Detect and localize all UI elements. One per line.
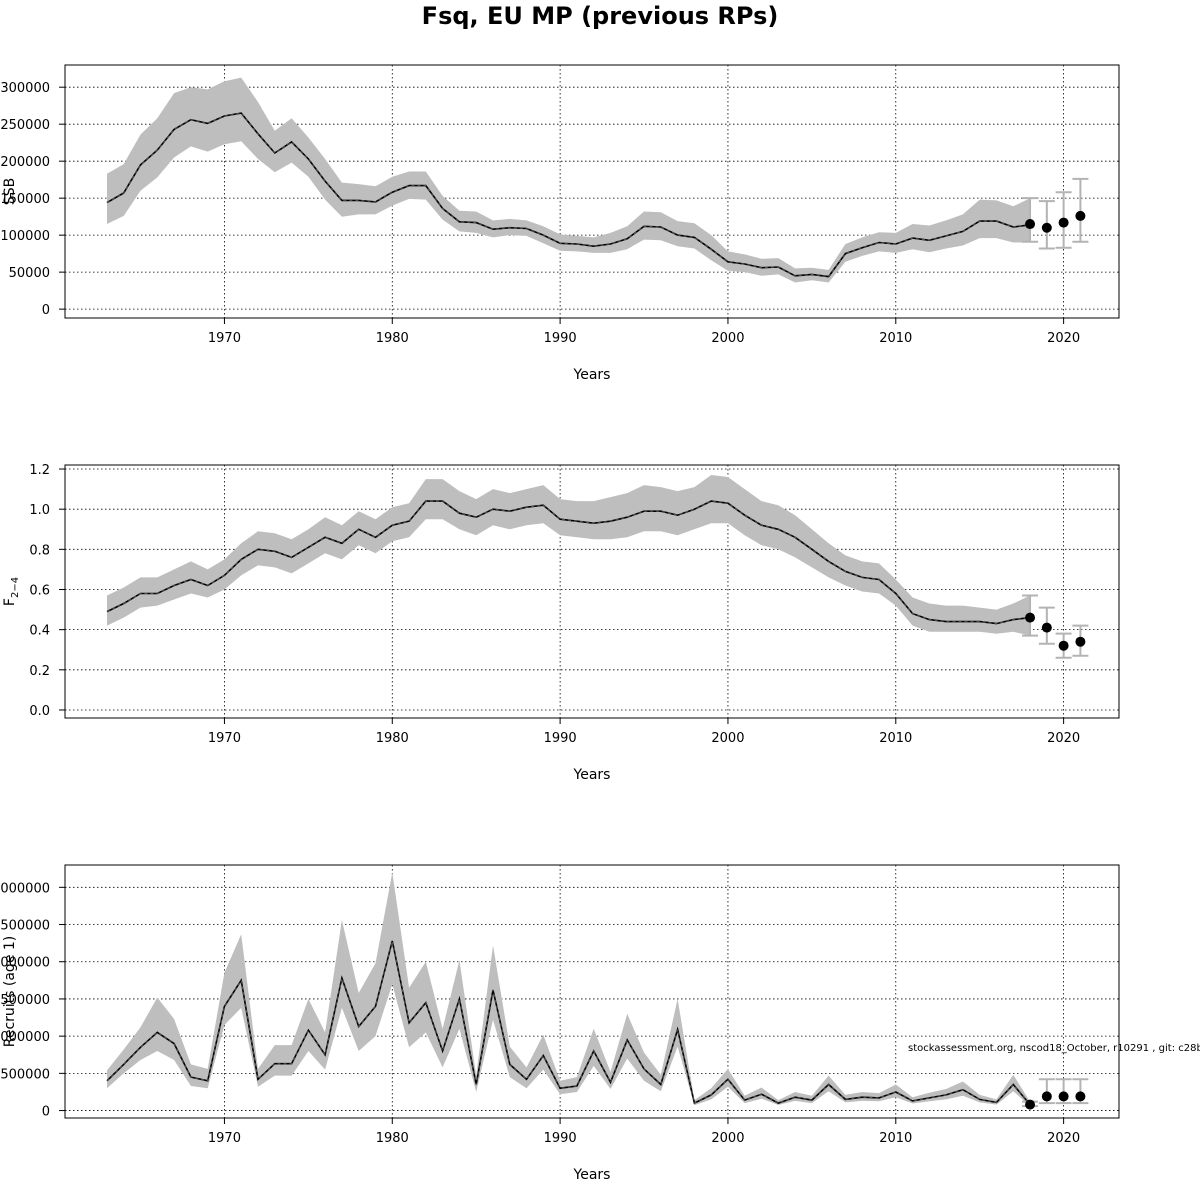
x-tick-label: 2020	[1047, 331, 1080, 346]
figure-title: Fsq, EU MP (previous RPs)	[422, 2, 779, 30]
forecast-point	[1041, 622, 1052, 633]
y-tick-label: 0.4	[29, 624, 50, 639]
x-axis-label: Years	[573, 767, 611, 783]
y-tick-label: 0.0	[29, 704, 50, 719]
confidence-band	[107, 872, 1030, 1107]
confidence-band	[107, 475, 1030, 636]
estimate-line-dashes	[106, 940, 1031, 1105]
x-tick-label: 2000	[711, 331, 744, 346]
y-tick-label: 100000	[0, 229, 50, 244]
y-tick-label: 300000	[0, 81, 50, 96]
y-tick-label: 0	[42, 1105, 50, 1120]
y-tick-label: 0	[42, 303, 50, 318]
y-tick-label: 3000000	[0, 881, 50, 896]
forecast-point	[1075, 1091, 1086, 1102]
y-axis-label: F2−4	[2, 577, 21, 606]
forecast-point	[1058, 640, 1069, 651]
y-tick-label: 1.0	[29, 503, 50, 518]
y-tick-label: 500000	[0, 1067, 50, 1082]
x-tick-label: 2020	[1047, 1131, 1080, 1146]
y-axis-label-text: F	[2, 598, 18, 606]
x-tick-label: 1980	[376, 1131, 409, 1146]
x-tick-label: 1990	[544, 1131, 577, 1146]
x-tick-label: 1990	[544, 731, 577, 746]
y-tick-label: 0.8	[29, 543, 50, 558]
x-tick-label: 2010	[879, 731, 912, 746]
recruits-panel: 1970 1980 1990 2000 2010 2020 Years 0 500000 1000…	[0, 864, 1120, 1183]
x-tick-label: 2020	[1047, 731, 1080, 746]
footnote: stockassessment.org, nscod18_October, r1…	[908, 1043, 1200, 1054]
plot-frame	[64, 64, 1120, 319]
forecast-point	[1058, 1091, 1069, 1102]
y-tick-label: 0.2	[29, 664, 50, 679]
x-axis-label: Years	[573, 367, 611, 383]
y-tick-label: 1000000	[0, 1030, 50, 1045]
y-tick-label: 0.6	[29, 583, 50, 598]
y-tick-label: 2000000	[0, 956, 50, 971]
x-tick-label: 1990	[544, 331, 577, 346]
x-tick-label: 2000	[711, 731, 744, 746]
y-tick-label: 200000	[0, 155, 50, 170]
forecast-point	[1041, 222, 1052, 233]
forecast-point	[1075, 210, 1086, 221]
y-tick-label: 150000	[0, 192, 50, 207]
y-axis-label: SSB	[2, 178, 18, 205]
forecast-point	[1025, 219, 1036, 230]
x-tick-label: 1980	[376, 731, 409, 746]
forecast-point	[1041, 1091, 1052, 1102]
forecast-point	[1025, 612, 1036, 623]
x-tick-label: 1970	[208, 731, 241, 746]
plot-frame	[64, 864, 1120, 1119]
y-tick-label: 2500000	[0, 919, 50, 934]
forecast-point	[1075, 636, 1086, 647]
estimate-line-dashes	[106, 500, 1031, 625]
y-tick-label: 1.2	[29, 463, 50, 478]
y-tick-label: 250000	[0, 118, 50, 133]
confidence-band	[107, 77, 1030, 283]
ssb-panel: 1970 1980 1990 2000 2010 2020 Years 0 50000 10000…	[0, 64, 1120, 383]
x-tick-label: 2010	[879, 331, 912, 346]
x-tick-label: 1970	[208, 331, 241, 346]
x-tick-label: 2000	[711, 1131, 744, 1146]
x-axis-label: Years	[573, 1167, 611, 1183]
x-tick-label: 2010	[879, 1131, 912, 1146]
y-axis-label: Recruits (age 1)	[2, 936, 18, 1048]
y-axis-label-subscript: 2−4	[10, 577, 21, 598]
y-tick-label: 1500000	[0, 993, 50, 1008]
x-tick-label: 1980	[376, 331, 409, 346]
fbar-panel: 1970 1980 1990 2000 2010 2020 Years 0.0 0.2 0.4 0.…	[2, 463, 1120, 783]
x-tick-label: 1970	[208, 1131, 241, 1146]
forecast-point	[1058, 217, 1069, 228]
forecast-point	[1025, 1099, 1036, 1110]
y-tick-label: 50000	[9, 266, 50, 281]
y-axis-label-text: Recruits (age 1)	[2, 936, 18, 1048]
y-axis-label-text: SSB	[2, 178, 18, 205]
estimate-line-dashes	[106, 112, 1031, 278]
plot-frame	[64, 464, 1120, 719]
